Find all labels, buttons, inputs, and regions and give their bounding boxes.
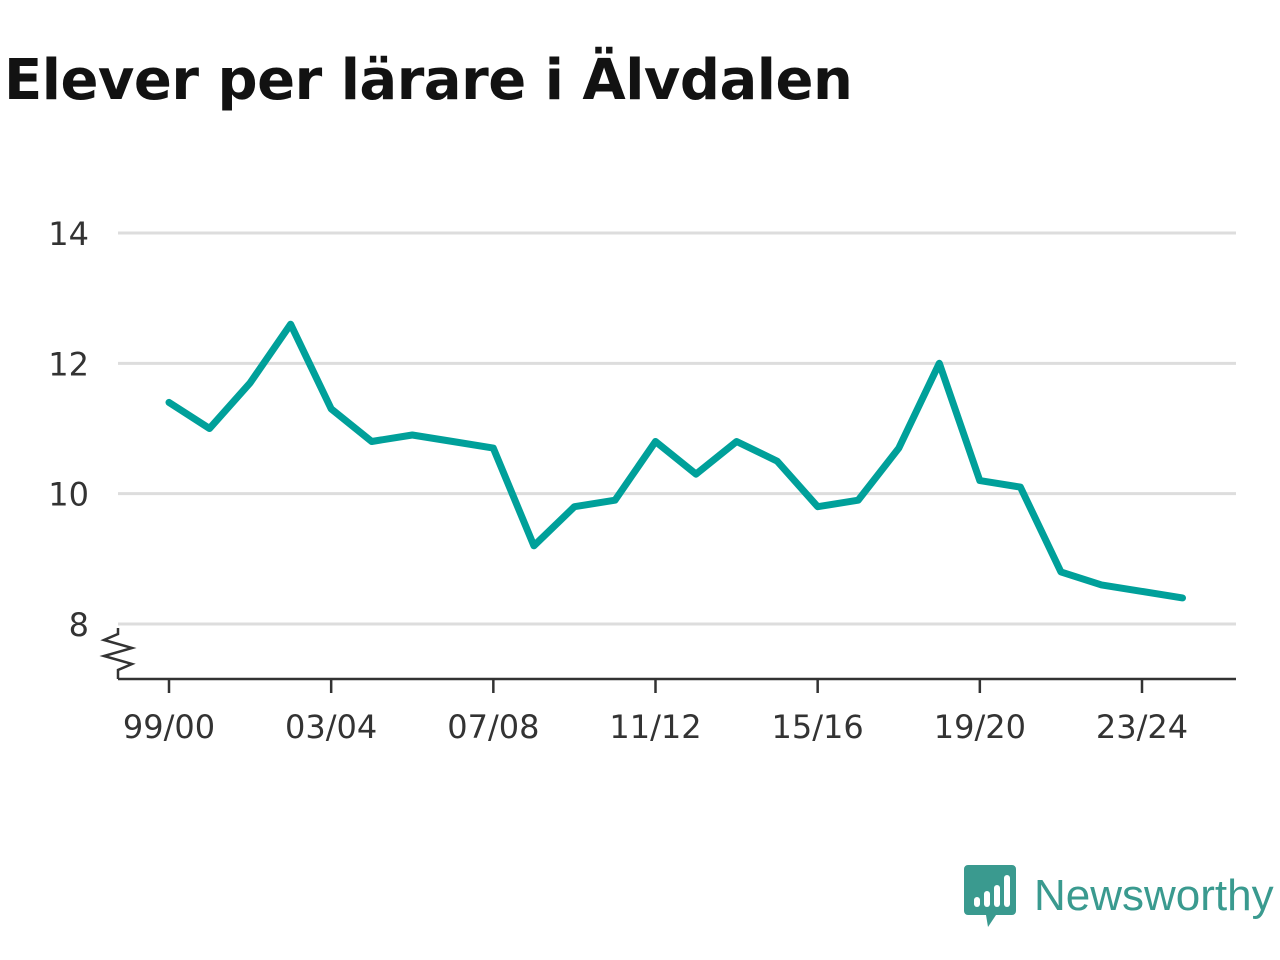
gridlines	[118, 231, 1236, 626]
y-tick-label: 8	[69, 606, 89, 644]
data-point	[857, 499, 859, 501]
y-tick-label: 14	[48, 215, 89, 253]
data-point	[1019, 486, 1021, 488]
x-tick-label: 11/12	[609, 708, 701, 746]
data-point	[1060, 571, 1062, 573]
series-line-0	[165, 320, 1186, 602]
x-tick-label: 19/20	[934, 708, 1026, 746]
data-point	[290, 323, 292, 325]
brand: Newsworthy	[964, 864, 1274, 928]
data-point	[614, 499, 616, 501]
data-point	[776, 460, 778, 462]
chart-title: Elever per lärare i Älvdalen	[4, 48, 853, 113]
y-tick-label: 12	[48, 345, 89, 383]
data-point	[736, 441, 738, 442]
y-axis-labels: 8 10 12 14	[48, 215, 89, 644]
data-point	[533, 545, 535, 547]
data-point	[371, 441, 373, 442]
data-point	[330, 408, 332, 410]
x-tick-label: 23/24	[1096, 708, 1188, 746]
x-axis: 99/00 03/04 07/08 11/12 15/16 19/20 23/24	[99, 628, 1236, 746]
data-point	[938, 362, 940, 364]
data-point	[492, 447, 494, 449]
data-point	[695, 473, 697, 475]
data-point	[209, 428, 210, 429]
data-point	[168, 401, 170, 403]
data-point	[249, 382, 251, 384]
data-point	[1101, 584, 1102, 586]
data-point	[452, 441, 454, 442]
data-point	[817, 506, 819, 508]
series-lines	[165, 320, 1186, 602]
data-point	[573, 506, 575, 508]
x-tick-label: 99/00	[123, 708, 215, 746]
newsworthy-logo-icon	[964, 865, 1016, 927]
data-point	[898, 447, 900, 449]
data-point	[655, 441, 656, 442]
data-point	[1141, 590, 1143, 592]
data-point	[411, 434, 413, 436]
y-axis-break	[99, 628, 137, 679]
data-point	[979, 480, 981, 482]
brand-name: Newsworthy	[1034, 871, 1274, 920]
data-point	[1182, 597, 1183, 599]
x-tick-label: 15/16	[772, 708, 864, 746]
x-tick-label: 03/04	[285, 708, 377, 746]
y-tick-label: 10	[48, 476, 89, 514]
x-tick-label: 07/08	[447, 708, 539, 746]
